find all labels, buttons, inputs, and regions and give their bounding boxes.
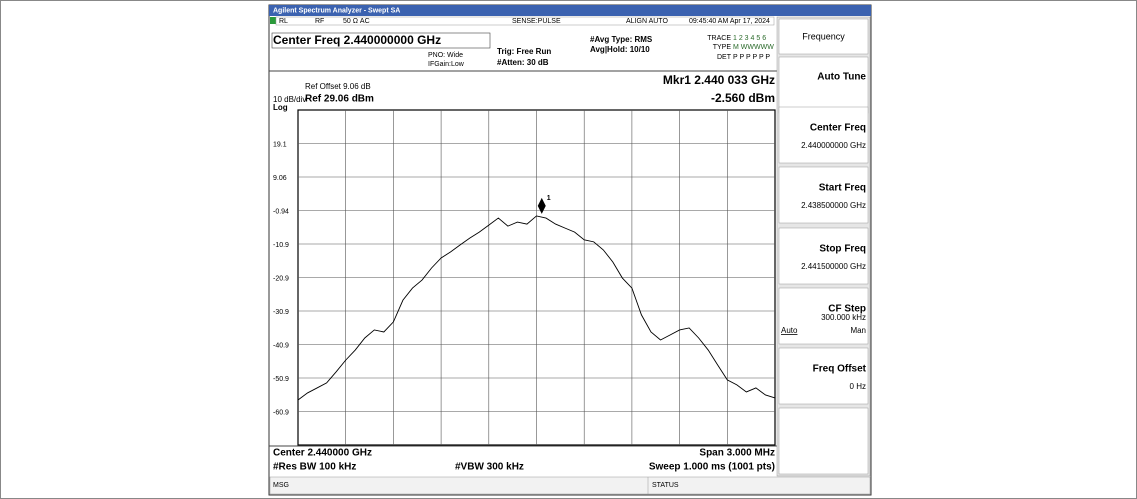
status-rf: RF <box>315 18 324 25</box>
status-coupling: 50 Ω AC <box>343 18 370 25</box>
status-label: STATUS <box>652 482 679 489</box>
status-rl: RL <box>279 18 288 25</box>
marker-frequency: Mkr1 2.440 033 GHz <box>663 73 775 87</box>
softkey-value: 2.440000000 GHz <box>801 141 866 150</box>
title-bar <box>269 5 871 16</box>
avg-hold: Avg|Hold: 10/10 <box>590 45 650 54</box>
y-tick-label: -0.94 <box>273 208 289 215</box>
softkey[interactable] <box>778 347 869 405</box>
trace-numbers: 1 2 3 4 5 6 <box>733 35 766 42</box>
softkey-label: Center Freq <box>810 123 866 134</box>
softkey-label: Stop Freq <box>819 244 866 255</box>
marker-amplitude: -2.560 dBm <box>711 91 775 105</box>
softkey-value: 0 Hz <box>850 382 866 391</box>
det-label: DET <box>717 54 732 61</box>
y-tick-label: 9.06 <box>273 175 287 182</box>
scale: 10 dB/div <box>273 95 306 104</box>
type-values: M WWWWW <box>733 44 774 51</box>
softkey-label: Freq Offset <box>813 364 867 375</box>
y-tick-label: -20.9 <box>273 275 289 282</box>
softkey-value: 2.441500000 GHz <box>801 262 866 271</box>
y-tick-label: -30.9 <box>273 309 289 316</box>
softkey[interactable] <box>778 106 869 164</box>
softkey-label: Start Freq <box>819 183 866 194</box>
softkey[interactable] <box>778 407 869 475</box>
softkey-value: 300.000 kHz <box>821 313 866 322</box>
marker-label: 1 <box>547 195 551 202</box>
message-bar <box>269 476 871 495</box>
marker <box>537 197 546 214</box>
softkey[interactable] <box>778 287 869 345</box>
trace-label: TRACE <box>707 35 731 42</box>
softkey[interactable] <box>778 227 869 285</box>
trace <box>297 215 776 401</box>
span-readout: Span 3.000 MHz <box>699 448 775 459</box>
status-align: ALIGN AUTO <box>626 18 668 25</box>
ref-offset: Ref Offset 9.06 dB <box>305 82 371 91</box>
softkey-man[interactable]: Man <box>850 326 866 335</box>
center-readout: Center 2.440000 GHz <box>273 448 372 459</box>
menu-title: Frequency <box>802 31 845 41</box>
msg-label: MSG <box>273 482 289 489</box>
atten: #Atten: 30 dB <box>497 58 549 67</box>
softkey[interactable] <box>778 166 869 224</box>
res-bw: #Res BW 100 kHz <box>273 462 356 473</box>
softkeys: Frequency Auto Tune Center Freq 2.440000000… <box>778 18 869 475</box>
scale-type: Log <box>273 103 288 112</box>
status-datetime: 09:45:40 AM Apr 17, 2024 <box>689 18 770 25</box>
softkey-auto[interactable]: Auto <box>781 326 798 335</box>
center-freq-box <box>271 32 491 49</box>
y-tick-label: -10.9 <box>273 242 289 249</box>
softkey-value: 2.438500000 GHz <box>801 201 866 210</box>
ref-level: Ref 29.06 dBm <box>305 94 374 105</box>
det-values: P P P P P P <box>733 54 770 61</box>
y-tick-label: -40.9 <box>273 342 289 349</box>
center-freq-setting: Center Freq 2.440000000 GHz <box>273 33 441 47</box>
y-tick-label: -60.9 <box>273 409 289 416</box>
trig: Trig: Free Run <box>497 47 551 56</box>
type-label: TYPE <box>713 44 732 51</box>
y-tick-label: -50.9 <box>273 376 289 383</box>
status-sense: SENSE:PULSE <box>512 18 561 25</box>
softkey[interactable] <box>778 56 869 114</box>
pno: PNO: Wide <box>428 52 463 59</box>
vbw: #VBW 300 kHz <box>455 462 524 473</box>
spectrum-plot: 19.1 9.06 -0.94 -10.9 -20.9 -30.9 -40.9 -50.9 -6… <box>273 109 776 446</box>
y-tick-label: 19.1 <box>273 141 287 148</box>
softkey-label: CF Step <box>828 304 866 315</box>
sweep: Sweep 1.000 ms (1001 pts) <box>649 462 775 473</box>
window-title: Agilent Spectrum Analyzer - Swept SA <box>273 7 400 14</box>
avg-type: #Avg Type: RMS <box>590 35 653 44</box>
status-row <box>275 16 775 26</box>
menu-title-box <box>778 18 869 55</box>
softkey-label: Auto Tune <box>817 72 866 83</box>
lxi-icon <box>270 17 276 24</box>
ifgain: IFGain:Low <box>428 61 465 68</box>
